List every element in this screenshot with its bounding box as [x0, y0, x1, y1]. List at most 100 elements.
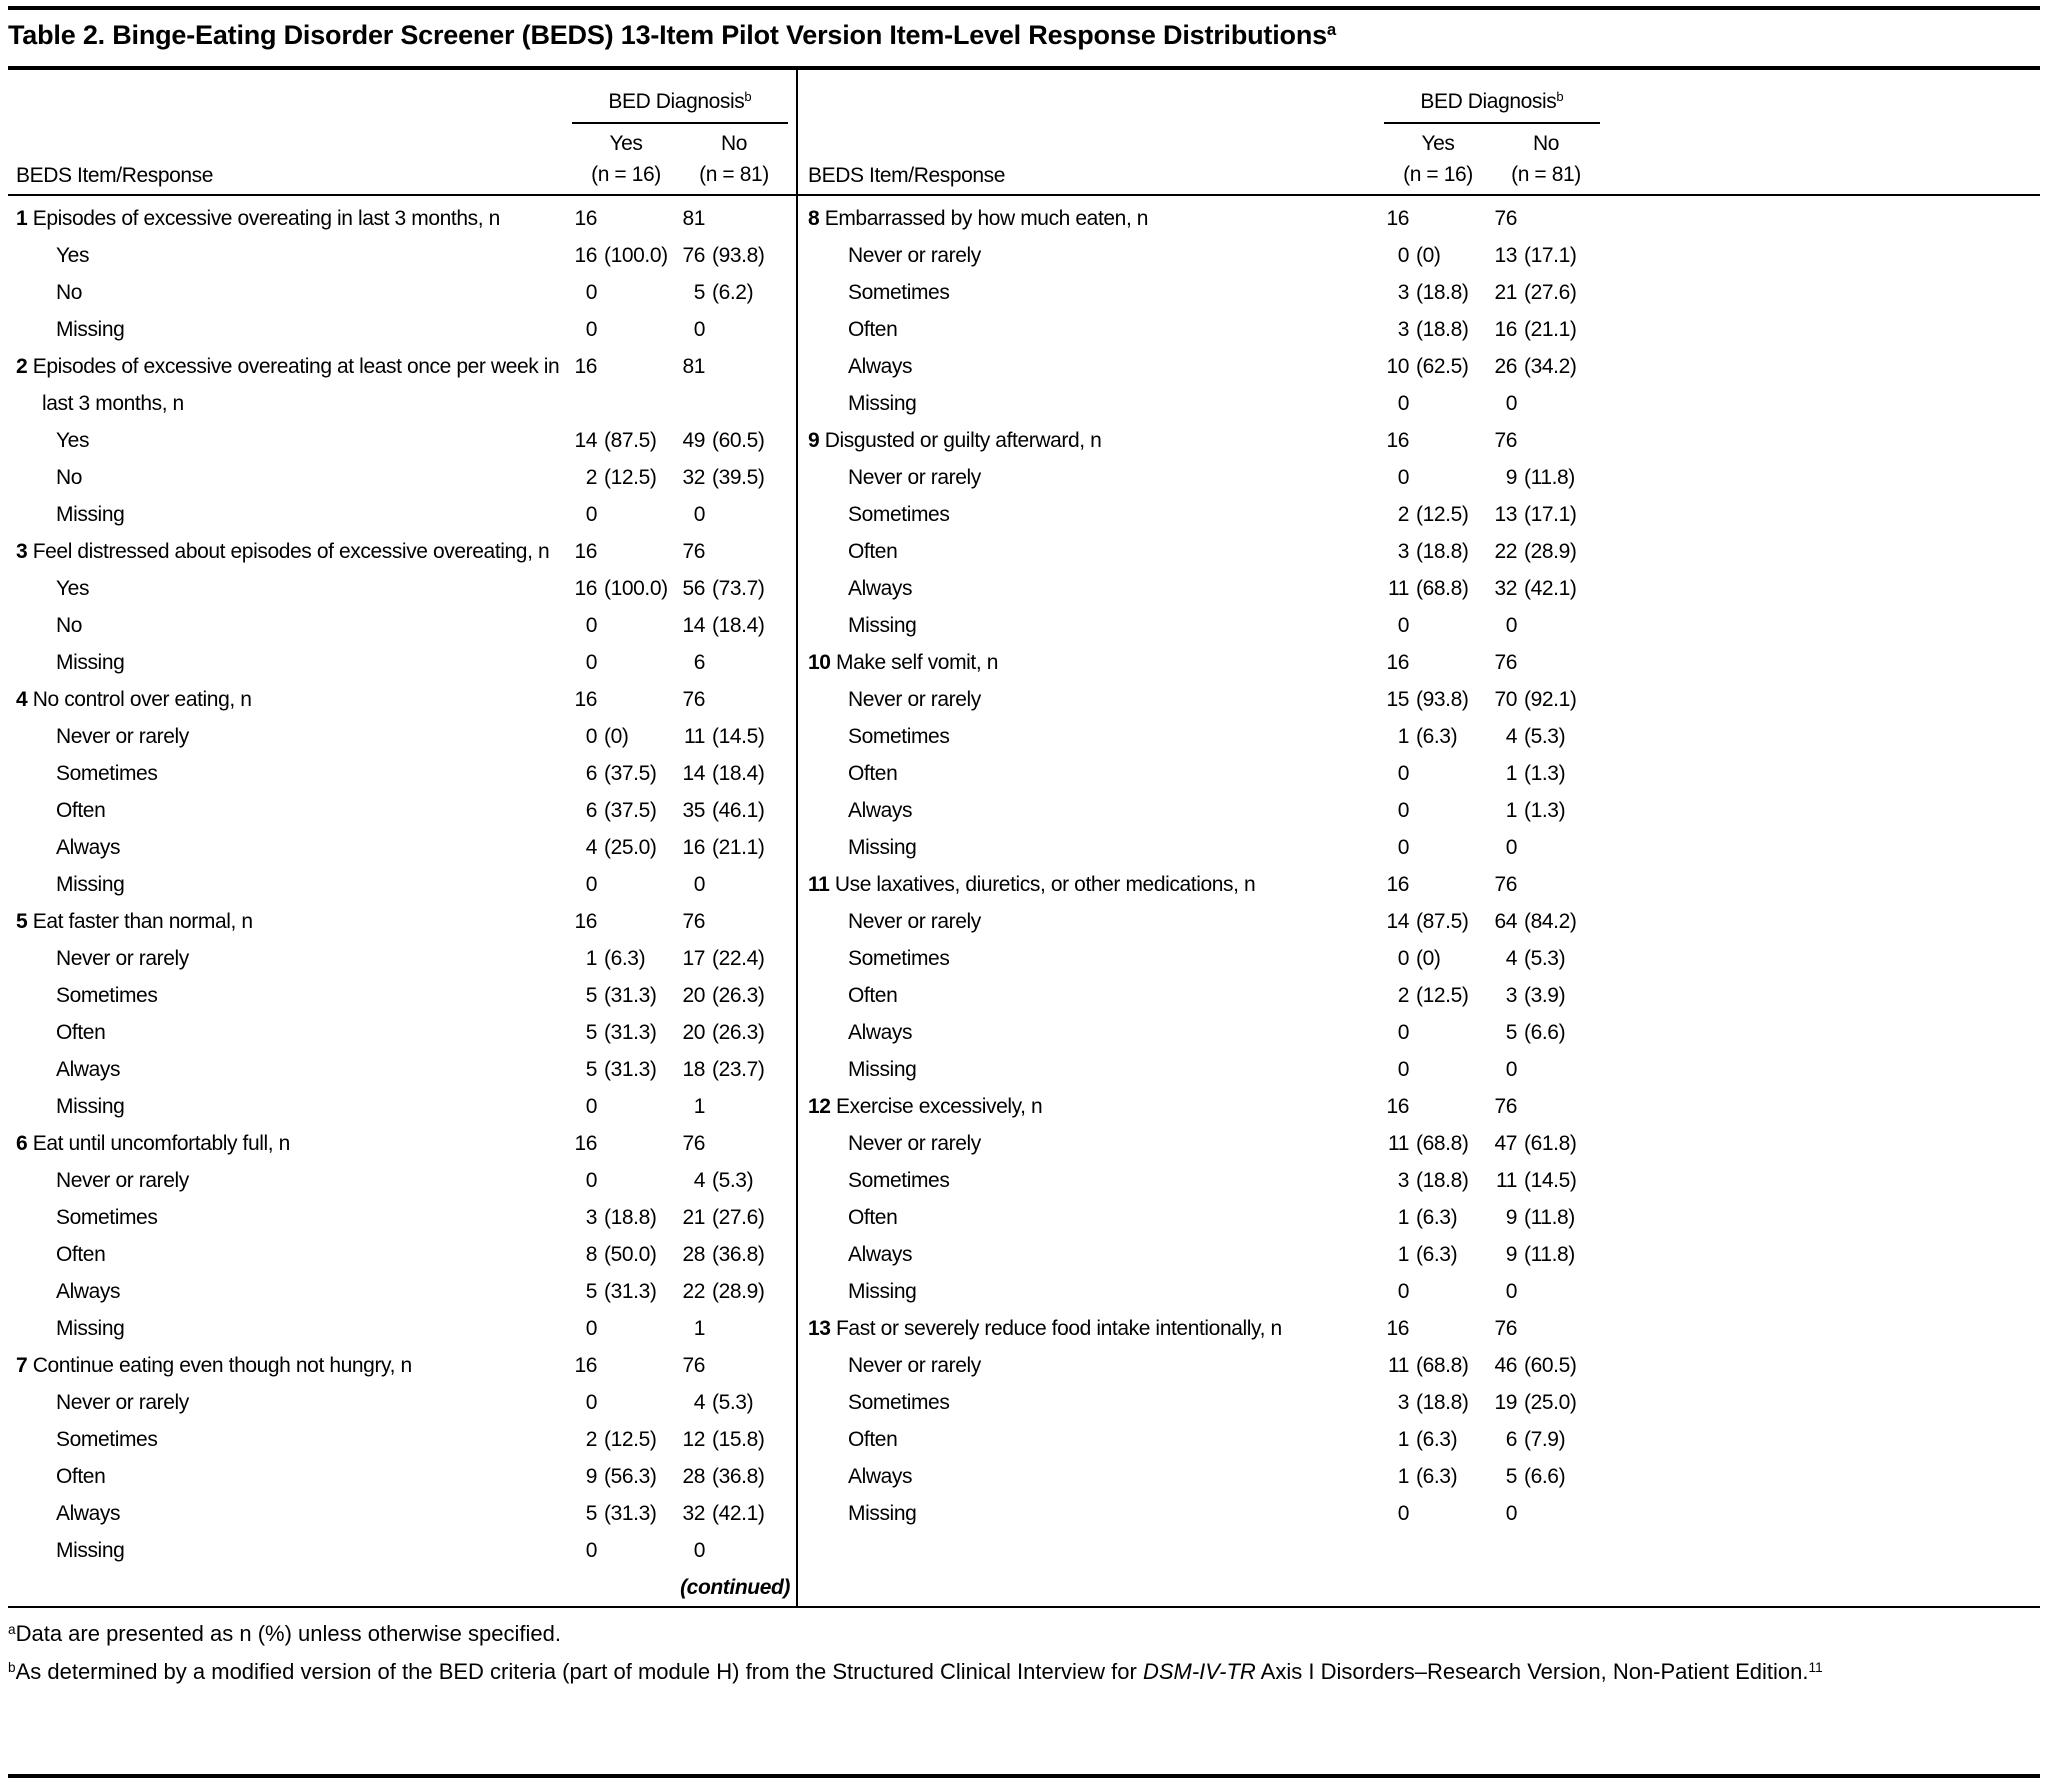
value-yes: 11 (68.8) — [1384, 1347, 1492, 1384]
response-label: Missing — [848, 1058, 917, 1081]
value-yes: 3 (18.8) — [1384, 533, 1492, 570]
value-percent: (5.3) — [712, 1391, 754, 1414]
item-label: 12 Exercise excessively, n — [808, 1095, 1043, 1118]
response-label: Missing — [848, 392, 917, 415]
value-percent: (31.3) — [604, 1502, 657, 1525]
value-count: 16 — [682, 836, 705, 859]
value-count: 28 — [682, 1243, 705, 1266]
value-count: 0 — [1397, 1280, 1410, 1303]
footnote-marker: b — [8, 1659, 16, 1675]
item-number: 3 — [16, 540, 28, 563]
value-count: 13 — [1494, 244, 1517, 267]
value-yes: 1 (6.3) — [1384, 1458, 1492, 1495]
value-count: 2 — [585, 466, 598, 489]
value-count: 2 — [585, 1428, 598, 1451]
value-percent: (0) — [1416, 947, 1441, 970]
response-row: Never or rarely 15 (93.8) 70 (92.1) — [798, 681, 1600, 718]
value-percent: (12.5) — [604, 466, 657, 489]
item-label: 6 Eat until uncomfortably full, n — [16, 1132, 290, 1155]
value-count: 1 — [693, 1095, 706, 1118]
value-no: 47 (61.8) — [1492, 1125, 1600, 1162]
value-count: 4 — [585, 836, 598, 859]
value-no: 4 (5.3) — [680, 1162, 788, 1199]
value-percent: (100.0) — [604, 577, 668, 600]
item-row: 5 Eat faster than normal, n 16 76 — [8, 903, 788, 940]
value-percent: (12.5) — [604, 1428, 657, 1451]
response-row: Sometimes 2 (12.5) 12 (15.8) — [8, 1421, 788, 1458]
value-percent: (26.3) — [712, 984, 765, 1007]
value-count: 10 — [1386, 355, 1409, 378]
response-label: Never or rarely — [56, 725, 189, 748]
value-no: 76 — [1492, 1310, 1600, 1347]
item-number: 13 — [808, 1317, 831, 1340]
response-row: Missing 0 6 — [8, 644, 788, 681]
value-count: 76 — [1494, 1095, 1517, 1118]
response-label: Often — [56, 1243, 106, 1266]
response-label: Sometimes — [56, 762, 158, 785]
value-count: 16 — [1386, 1317, 1409, 1340]
item-label: 3 Feel distressed about episodes of exce… — [16, 540, 550, 563]
value-percent: (11.8) — [1524, 1206, 1575, 1229]
value-percent: (18.8) — [604, 1206, 657, 1229]
value-count: 28 — [682, 1465, 705, 1488]
response-row: Always 0 5 (6.6) — [798, 1014, 1600, 1051]
value-percent: (37.5) — [604, 799, 657, 822]
response-row: Never or rarely 0 (0) 11 (14.5) — [8, 718, 788, 755]
response-row: Sometimes 3 (18.8) 21 (27.6) — [8, 1199, 788, 1236]
item-label: 9 Disgusted or guilty afterward, n — [808, 429, 1102, 452]
value-yes: 0 — [572, 1088, 680, 1125]
value-count: 0 — [1397, 614, 1410, 637]
response-label: Always — [848, 1021, 913, 1044]
response-row: Yes 16 (100.0) 76 (93.8) — [8, 237, 788, 274]
value-yes: 11 (68.8) — [1384, 1125, 1492, 1162]
footnote: aData are presented as n (%) unless othe… — [8, 1616, 1834, 1654]
value-no: 76 — [1492, 866, 1600, 903]
value-no: 49 (60.5) — [680, 422, 788, 459]
continued-note: (continued) — [680, 1576, 790, 1599]
value-yes: 2 (12.5) — [572, 459, 680, 496]
item-number: 5 — [16, 910, 28, 933]
value-percent: (36.8) — [712, 1465, 765, 1488]
value-yes: 16 — [1384, 1310, 1492, 1347]
value-percent: (14.5) — [1524, 1169, 1577, 1192]
response-label: Often — [848, 762, 898, 785]
item-number: 1 — [16, 207, 28, 230]
response-label: Missing — [56, 318, 125, 341]
value-yes: 16 (100.0) — [572, 237, 680, 274]
value-yes: 0 — [1384, 1495, 1492, 1532]
value-percent: (21.1) — [712, 836, 765, 859]
response-row: Sometimes 2 (12.5) 13 (17.1) — [798, 496, 1600, 533]
response-row: Often 1 (6.3) 9 (11.8) — [798, 1199, 1600, 1236]
value-no: 1 (1.3) — [1492, 755, 1600, 792]
footnote-text: As determined by a modified version of t… — [15, 1659, 1143, 1684]
value-count: 14 — [682, 614, 705, 637]
value-percent: (93.8) — [712, 244, 765, 267]
response-label: Never or rarely — [56, 947, 189, 970]
footnote-text-italic: DSM-IV-TR — [1142, 1659, 1256, 1684]
value-yes: 16 — [572, 681, 680, 718]
value-yes: 0 — [572, 1310, 680, 1347]
item-number: 12 — [808, 1095, 831, 1118]
value-count: 3 — [1505, 984, 1518, 1007]
value-percent: (68.8) — [1416, 1354, 1469, 1377]
value-percent: (0) — [604, 725, 629, 748]
response-label: Often — [848, 984, 898, 1007]
response-label: Always — [56, 1502, 121, 1525]
item-row: 6 Eat until uncomfortably full, n 16 76 — [8, 1125, 788, 1162]
value-count: 49 — [682, 429, 705, 452]
item-number: 7 — [16, 1354, 28, 1377]
value-percent: (0) — [1416, 244, 1441, 267]
response-row: Always 4 (25.0) 16 (21.1) — [8, 829, 788, 866]
value-percent: (15.8) — [712, 1428, 765, 1451]
response-row: Sometimes 6 (37.5) 14 (18.4) — [8, 755, 788, 792]
value-count: 6 — [693, 651, 706, 674]
value-count: 0 — [1397, 1058, 1410, 1081]
response-row: Sometimes 1 (6.3) 4 (5.3) — [798, 718, 1600, 755]
value-count: 16 — [574, 910, 597, 933]
value-no: 3 (3.9) — [1492, 977, 1600, 1014]
value-percent: (17.1) — [1524, 244, 1577, 267]
value-count: 0 — [1397, 1021, 1410, 1044]
value-percent: (31.3) — [604, 1058, 657, 1081]
value-no: 0 — [680, 1532, 788, 1569]
value-percent: (34.2) — [1524, 355, 1577, 378]
